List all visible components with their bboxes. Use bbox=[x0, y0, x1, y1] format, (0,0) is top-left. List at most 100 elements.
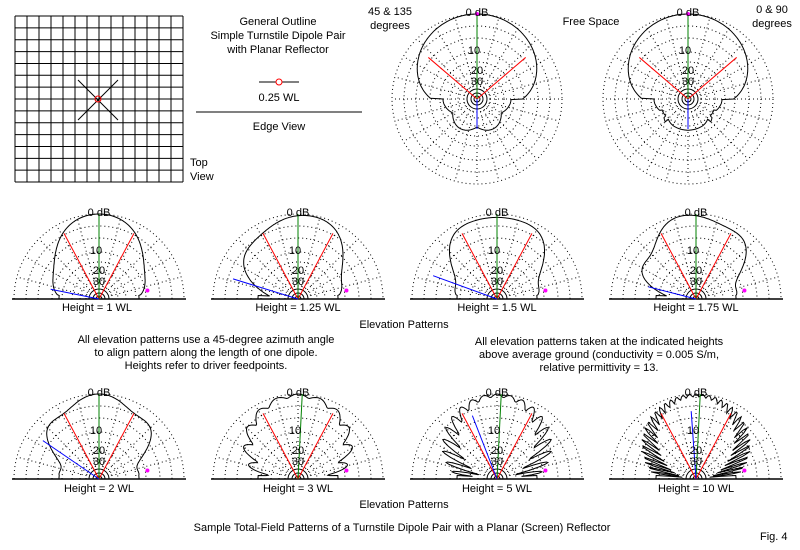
scale-label-0db: 0 dB bbox=[286, 387, 310, 399]
secondary-lobe-line bbox=[432, 275, 498, 300]
height-label-6: Height = 3 WL bbox=[262, 483, 334, 495]
grid-spoke bbox=[224, 436, 287, 473]
beamwidth-line bbox=[639, 57, 689, 100]
grid-spoke bbox=[56, 225, 93, 288]
grid-ring bbox=[449, 251, 545, 300]
marker-icon bbox=[475, 12, 479, 16]
scale-label-0db: 0 dB bbox=[286, 207, 310, 219]
grid-spoke bbox=[110, 256, 173, 293]
height-label-4: Height = 1.75 WL bbox=[653, 302, 739, 314]
grid-spoke bbox=[101, 216, 122, 287]
note-left-1: All elevation patterns use a 45-degree a… bbox=[77, 334, 335, 346]
height-label-5: Height = 2 WL bbox=[63, 483, 135, 495]
scale-label-30: 30 bbox=[681, 76, 695, 88]
figure-caption: Sample Total-Field Patterns of a Turnsti… bbox=[193, 522, 611, 534]
right-azimuth-label-2: degrees bbox=[752, 18, 792, 30]
grid-spoke bbox=[101, 396, 122, 467]
scale-label-30: 30 bbox=[689, 456, 703, 468]
scale-label-30: 30 bbox=[470, 76, 484, 88]
scale-label-10: 10 bbox=[487, 425, 501, 437]
scale-label-10: 10 bbox=[678, 45, 692, 57]
grid-spoke bbox=[394, 101, 465, 122]
top-view-label-2: View bbox=[190, 171, 214, 183]
beamwidth-line bbox=[297, 233, 334, 300]
grid-ring bbox=[250, 431, 346, 480]
grid-ring bbox=[449, 431, 545, 480]
grid-spoke bbox=[707, 256, 770, 293]
scale-label-10: 10 bbox=[288, 245, 302, 257]
grid-spoke bbox=[237, 238, 290, 291]
grid-ring bbox=[51, 431, 147, 480]
grid-spoke bbox=[436, 418, 489, 471]
marker-icon bbox=[742, 288, 747, 293]
grid-spoke bbox=[306, 418, 359, 471]
scale-label-20: 20 bbox=[92, 265, 106, 277]
scale-label-20: 20 bbox=[490, 265, 504, 277]
elevation-caption-1: Elevation Patterns bbox=[359, 319, 449, 331]
grid-ring bbox=[250, 251, 346, 300]
feedpoint-icon bbox=[94, 95, 102, 103]
grid-spoke bbox=[304, 405, 341, 468]
scale-label-20: 20 bbox=[92, 445, 106, 457]
scale-label-20: 20 bbox=[681, 65, 695, 77]
scale-label-20: 20 bbox=[490, 445, 504, 457]
secondary-lobe-line bbox=[690, 411, 697, 480]
grid-ring bbox=[459, 261, 535, 300]
grid-spoke bbox=[309, 436, 372, 473]
top-view-label-1: Top bbox=[190, 157, 208, 169]
grid-ring bbox=[660, 71, 716, 127]
scale-label-30: 30 bbox=[490, 456, 504, 468]
scale-label-30: 30 bbox=[92, 456, 106, 468]
scale-label-0db: 0 dB bbox=[87, 207, 111, 219]
grid-ring bbox=[260, 441, 336, 480]
marker-icon bbox=[145, 288, 150, 293]
scale-label-10: 10 bbox=[686, 245, 700, 257]
grid-spoke bbox=[694, 110, 731, 173]
beamwidth-line bbox=[63, 413, 100, 480]
max-gain-line bbox=[297, 394, 303, 480]
beamwidth-line bbox=[98, 413, 135, 480]
grid-ring bbox=[260, 261, 336, 300]
height-label-2: Height = 1.25 WL bbox=[255, 302, 341, 314]
marker-icon bbox=[686, 12, 690, 16]
beamwidth-line bbox=[496, 233, 533, 300]
scale-label-10: 10 bbox=[89, 245, 103, 257]
left-azimuth-label-2: degrees bbox=[370, 20, 410, 32]
grid-spoke bbox=[696, 107, 749, 160]
grid-spoke bbox=[505, 238, 558, 291]
grid-spoke bbox=[76, 216, 97, 287]
scale-label-20: 20 bbox=[689, 445, 703, 457]
grid-spoke bbox=[698, 216, 719, 287]
free-space-label: Free Space bbox=[562, 16, 620, 28]
beamwidth-line bbox=[496, 413, 533, 480]
grid-spoke bbox=[690, 16, 711, 87]
outline-title-3: with Planar Reflector bbox=[227, 44, 329, 56]
secondary-lobe-line bbox=[42, 440, 100, 480]
marker-icon bbox=[344, 288, 349, 293]
grid-spoke bbox=[694, 25, 731, 88]
grid-spoke bbox=[76, 396, 97, 467]
grid-spoke bbox=[665, 111, 686, 182]
grid-spoke bbox=[300, 216, 321, 287]
scale-label-30: 30 bbox=[92, 276, 106, 288]
grid-spoke bbox=[394, 76, 465, 97]
grid-spoke bbox=[699, 105, 762, 142]
grid-spoke bbox=[38, 418, 91, 471]
grid-spoke bbox=[416, 107, 469, 160]
secondary-lobe-line bbox=[232, 278, 299, 300]
grid-spoke bbox=[255, 405, 292, 468]
grid-ring bbox=[61, 261, 137, 300]
scale-label-0db: 0 dB bbox=[485, 207, 509, 219]
grid-spoke bbox=[434, 25, 471, 88]
scale-label-20: 20 bbox=[689, 265, 703, 277]
elevation-pattern bbox=[641, 393, 751, 479]
marker-icon bbox=[344, 468, 349, 473]
note-right-2: above average ground (conductivity = 0.0… bbox=[478, 349, 720, 361]
grid-spoke bbox=[111, 276, 182, 297]
grid-spoke bbox=[224, 256, 287, 293]
grid-ring bbox=[429, 51, 525, 147]
grid-spoke bbox=[489, 76, 560, 97]
grid-spoke bbox=[215, 456, 286, 477]
grid-spoke bbox=[479, 111, 500, 182]
